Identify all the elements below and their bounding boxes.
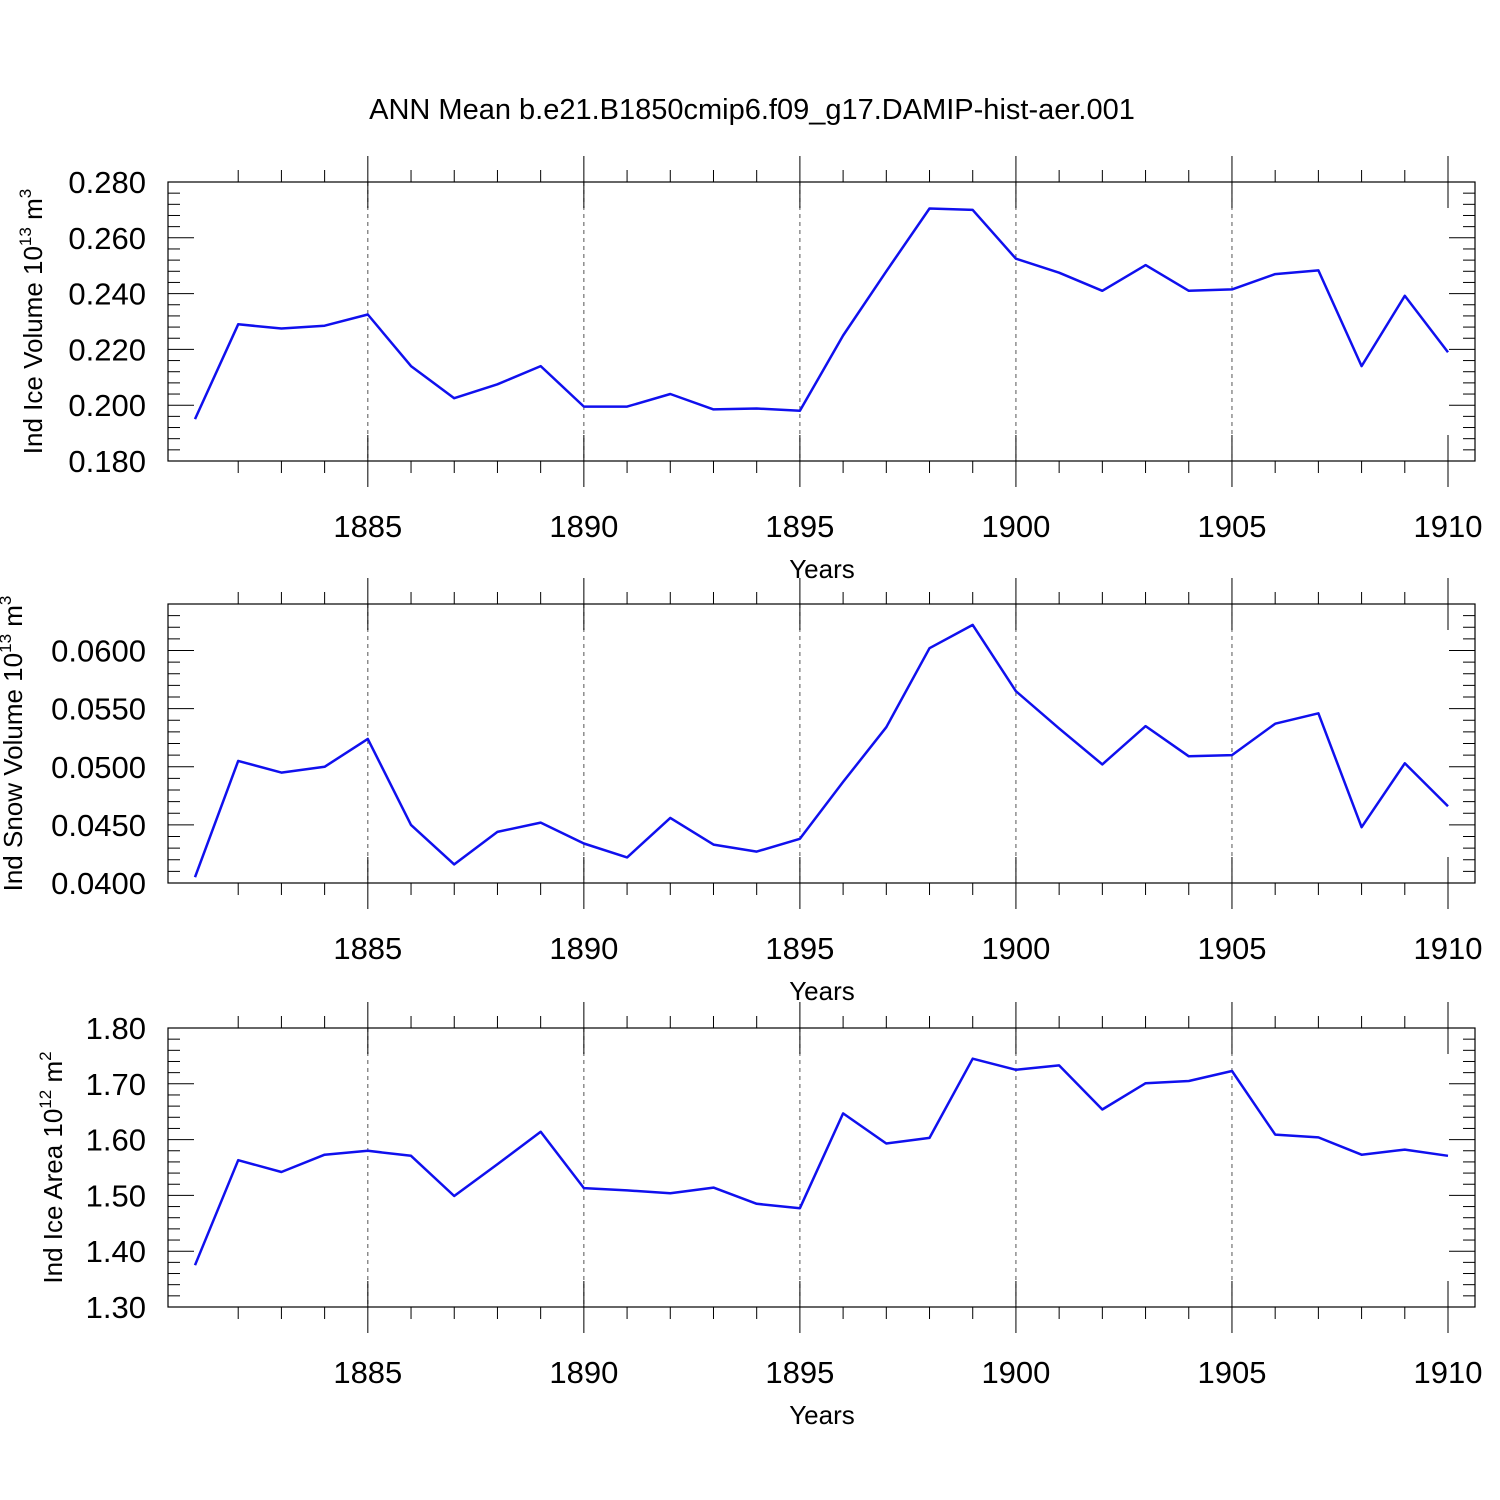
y-tick-label: 1.40 xyxy=(86,1234,146,1269)
y-tick-label: 1.60 xyxy=(86,1123,146,1158)
x-tick-label: 1910 xyxy=(1414,931,1483,966)
y-axis-title-superscript: 13 xyxy=(16,227,35,246)
y-tick-label: 1.80 xyxy=(86,1011,146,1046)
y-tick-label: 0.260 xyxy=(68,221,146,256)
panels: 0.180 0.200 0.220 0.240 0.260 0.280 1885 1890 18… xyxy=(0,156,1482,1430)
y-tick-label: 0.200 xyxy=(68,388,146,423)
x-axis-title: Years xyxy=(789,554,855,584)
y-axis-title-part: m xyxy=(38,1061,68,1090)
series-line xyxy=(193,623,1449,878)
x-tick-label: 1905 xyxy=(1197,931,1266,966)
x-tick-label: 1905 xyxy=(1197,509,1266,544)
x-tick-label: 1905 xyxy=(1197,1355,1266,1390)
plot-frame xyxy=(167,603,1476,884)
y-axis-title-superscript: 2 xyxy=(36,1051,55,1060)
y-tick-label: 1.70 xyxy=(86,1067,146,1102)
y-tick-label: 1.50 xyxy=(86,1178,146,1213)
y-axis-title-superscript: 3 xyxy=(0,596,15,605)
x-tick-label: 1900 xyxy=(981,931,1050,966)
x-axis-title: Years xyxy=(789,976,855,1006)
y-axis-title-superscript: 3 xyxy=(16,189,35,198)
figure-title: ANN Mean b.e21.B1850cmip6.f09_g17.DAMIP-… xyxy=(369,94,1135,126)
y-axis-title: Ind Ice Volume 1013 m3 xyxy=(16,189,48,454)
x-tick-label: 1895 xyxy=(765,1355,834,1390)
chart-panel-1: 0.180 0.200 0.220 0.240 0.260 0.280 1885 1890 18… xyxy=(16,156,1482,584)
x-tick-label: 1885 xyxy=(333,931,402,966)
y-tick-label: 0.220 xyxy=(68,332,146,367)
y-tick-label: 0.0550 xyxy=(51,692,146,727)
series-line xyxy=(193,1057,1449,1266)
y-tick-label: 0.0400 xyxy=(51,866,146,901)
y-axis-title-part: Ind Ice Area 10 xyxy=(38,1109,68,1284)
y-tick-label: 0.180 xyxy=(68,444,146,479)
y-tick-label: 0.240 xyxy=(68,277,146,312)
y-tick-label: 0.0600 xyxy=(51,634,146,669)
x-tick-label: 1890 xyxy=(549,509,618,544)
y-tick-label: 0.0450 xyxy=(51,808,146,843)
plot-frame xyxy=(167,1027,1476,1308)
x-tick-label: 1885 xyxy=(333,1355,402,1390)
y-axis-title: Ind Snow Volume 1013 m3 xyxy=(0,596,28,892)
x-tick-label: 1890 xyxy=(549,931,618,966)
x-axis-title: Years xyxy=(789,1400,855,1430)
x-tick-label: 1890 xyxy=(549,1355,618,1390)
x-tick-label: 1900 xyxy=(981,509,1050,544)
y-axis-title: Ind Ice Area 1012 m2 xyxy=(36,1051,68,1283)
y-axis-title-part: Ind Ice Volume 10 xyxy=(18,246,48,454)
x-tick-label: 1885 xyxy=(333,509,402,544)
x-tick-label: 1900 xyxy=(981,1355,1050,1390)
y-tick-label: 0.280 xyxy=(68,165,146,200)
x-tick-label: 1895 xyxy=(765,931,834,966)
chart-panel-3: 1.30 1.40 1.50 1.60 1.70 1.80 1885 1890 1895 1900… xyxy=(36,1002,1482,1430)
y-tick-label: 1.30 xyxy=(86,1290,146,1325)
y-tick-label: 0.0500 xyxy=(51,750,146,785)
y-axis-title-part: m xyxy=(0,605,28,634)
y-axis-title-superscript: 12 xyxy=(36,1090,55,1109)
y-axis-title-part: m xyxy=(18,198,48,227)
x-tick-label: 1910 xyxy=(1414,1355,1483,1390)
y-axis-title-part: Ind Snow Volume 10 xyxy=(0,653,28,892)
plot-frame xyxy=(167,181,1476,462)
series-line xyxy=(193,207,1449,420)
x-tick-label: 1910 xyxy=(1414,509,1483,544)
x-tick-label: 1895 xyxy=(765,509,834,544)
chart-panel-2: 0.0400 0.0450 0.0500 0.0550 0.0600 1885 1890 18… xyxy=(0,578,1482,1006)
y-axis-title-superscript: 13 xyxy=(0,634,15,653)
